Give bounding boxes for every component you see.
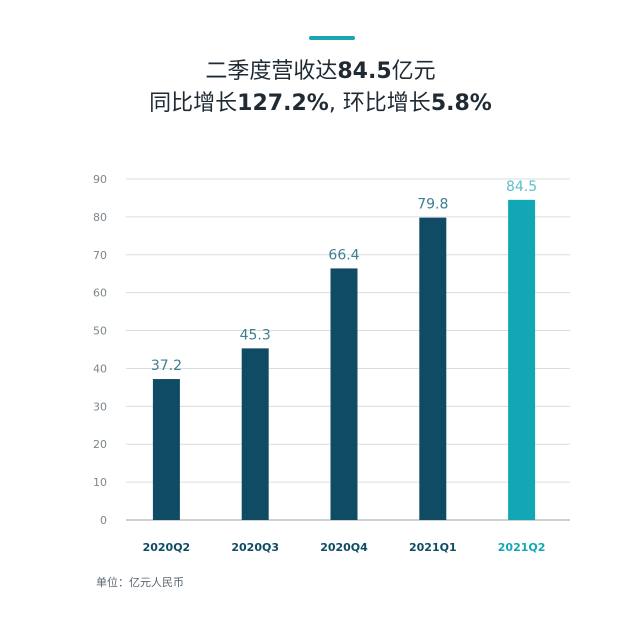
unit-note: 单位：亿元人民币 xyxy=(96,576,184,589)
value-label-2020Q3: 45.3 xyxy=(240,327,271,343)
bars xyxy=(152,199,536,521)
x-axis-ticks: 2020Q2 2020Q3 2020Q4 2021Q1 2021Q2 xyxy=(143,541,546,554)
headline-revenue-prefix: 二季度营收达 xyxy=(205,59,338,84)
y-tick-label: 0 xyxy=(100,514,107,527)
bar-2020Q4 xyxy=(330,268,358,520)
headline-yoy-prefix: 同比增长 xyxy=(149,91,238,116)
bar-2020Q2 xyxy=(152,379,180,520)
headline-revenue-value: 84.5 xyxy=(337,59,392,84)
value-label-2021Q1: 79.8 xyxy=(417,197,448,213)
y-tick-label: 40 xyxy=(93,362,107,375)
title-accent-bar xyxy=(309,36,355,40)
value-label-2021Q2: 84.5 xyxy=(506,179,537,195)
y-tick-label: 20 xyxy=(93,438,107,451)
bar-2021Q1 xyxy=(419,217,447,520)
headline-line-2: 同比增长127.2%, 环比增长5.8% xyxy=(0,88,641,120)
y-axis-ticks: 0 10 20 30 40 50 60 70 80 90 xyxy=(93,173,107,527)
y-tick-label: 30 xyxy=(93,400,107,413)
x-tick-label-2020Q2: 2020Q2 xyxy=(143,541,191,554)
x-tick-label-2020Q4: 2020Q4 xyxy=(320,541,368,554)
headline-revenue-suffix: 亿元 xyxy=(391,59,436,84)
bar-2021Q2 xyxy=(508,199,536,521)
y-tick-label: 10 xyxy=(93,476,107,489)
x-tick-label-2021Q1: 2021Q1 xyxy=(409,541,457,554)
y-tick-label: 60 xyxy=(93,287,107,300)
x-tick-label-2021Q2: 2021Q2 xyxy=(498,541,546,554)
value-label-2020Q4: 66.4 xyxy=(328,247,359,263)
y-tick-label: 70 xyxy=(93,249,107,262)
headline-qoq-prefix: , 环比增长 xyxy=(328,91,431,116)
headline: 二季度营收达84.5亿元 同比增长127.2%, 环比增长5.8% xyxy=(0,56,641,120)
value-label-2020Q2: 37.2 xyxy=(151,358,182,374)
headline-qoq-value: 5.8% xyxy=(430,91,492,116)
value-labels: 37.2 45.3 66.4 79.8 84.5 xyxy=(151,179,537,374)
x-tick-label-2020Q3: 2020Q3 xyxy=(231,541,279,554)
bar-2020Q3 xyxy=(241,348,269,520)
y-tick-label: 90 xyxy=(93,173,107,186)
y-tick-label: 80 xyxy=(93,211,107,224)
headline-line-1: 二季度营收达84.5亿元 xyxy=(0,56,641,88)
y-tick-label: 50 xyxy=(93,325,107,338)
headline-yoy-value: 127.2% xyxy=(237,91,329,116)
